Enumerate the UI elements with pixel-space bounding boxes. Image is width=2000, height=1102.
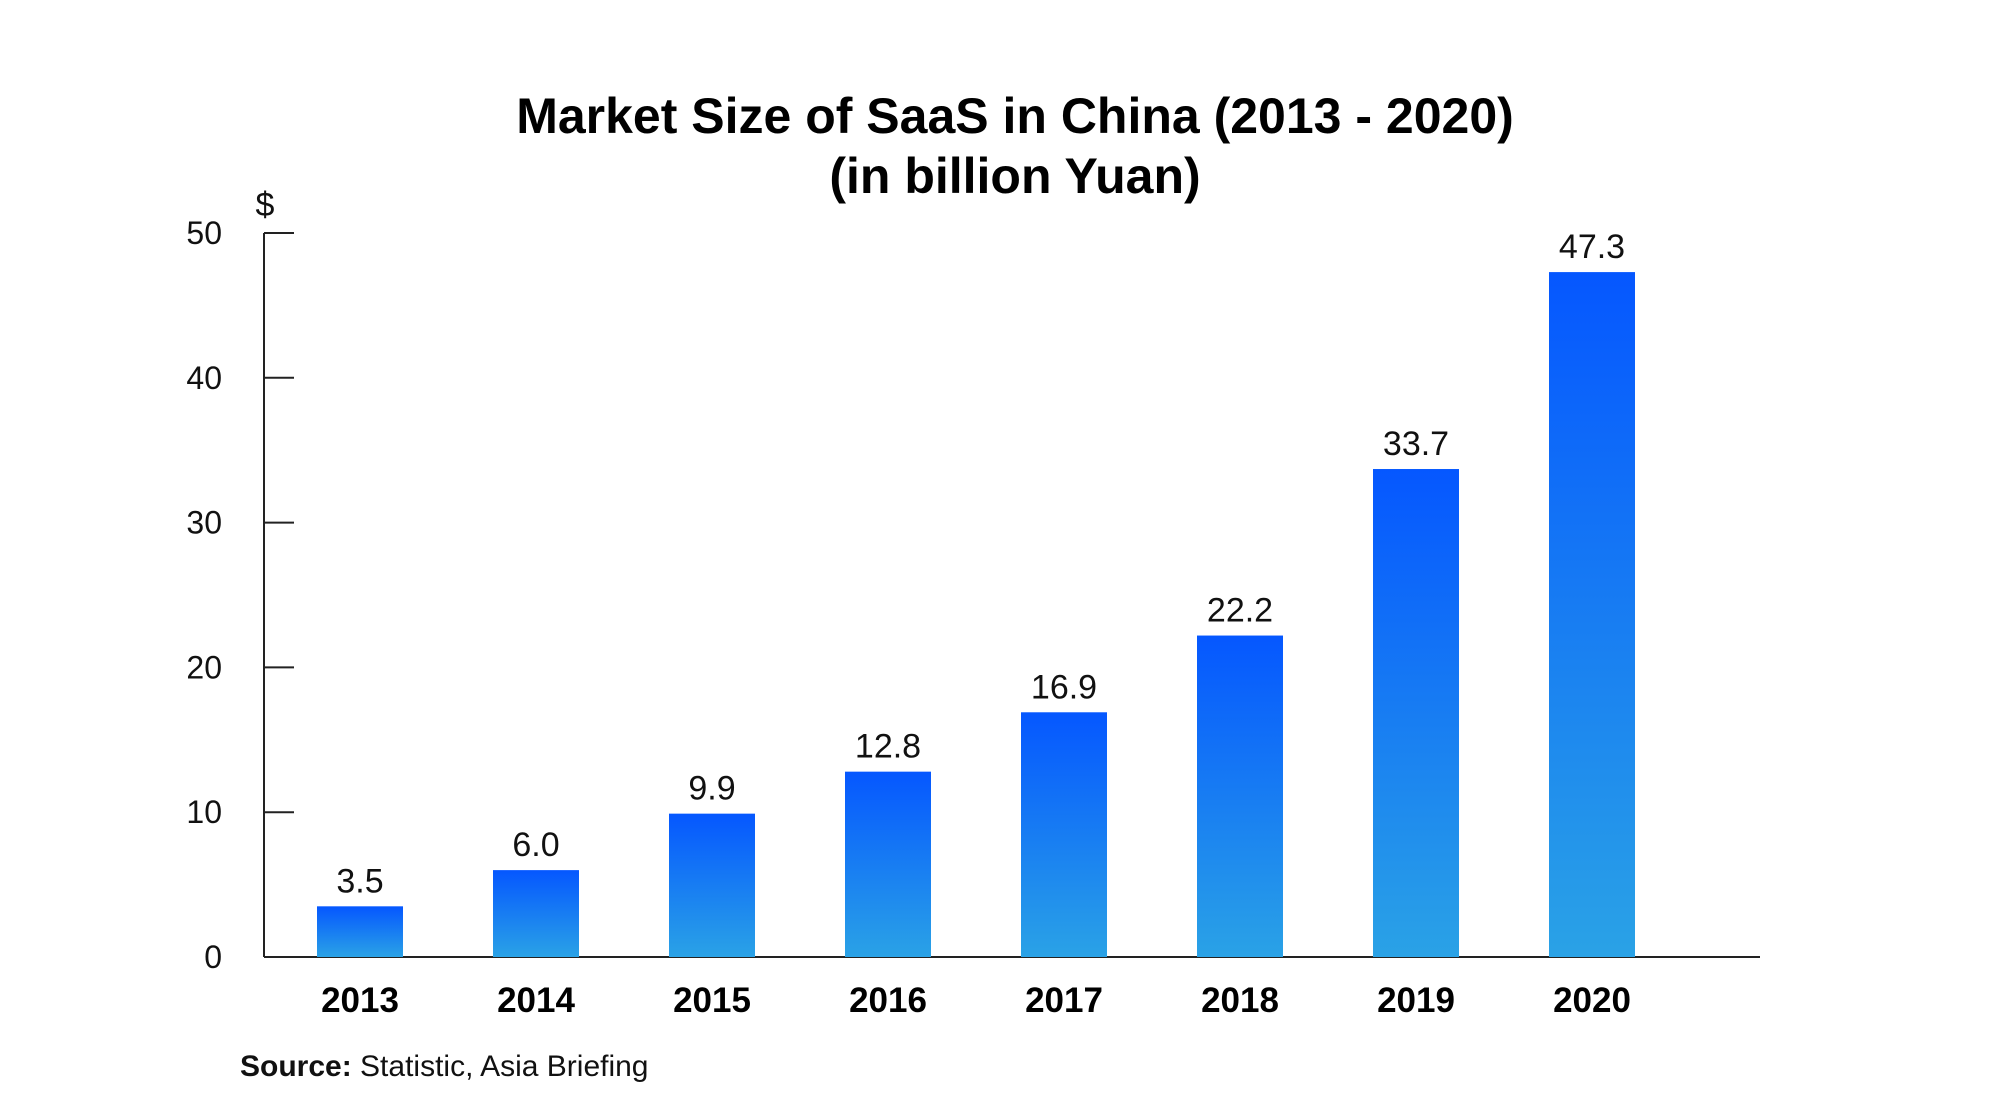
- bar: [1373, 469, 1459, 957]
- bar: [669, 813, 755, 957]
- chart-subtitle: (in billion Yuan): [829, 148, 1200, 204]
- y-tick-label: 50: [186, 215, 222, 251]
- value-labels-group: 3.5 6.0 9.9 12.8 16.9 22.2 33.7 47.3: [336, 228, 1625, 900]
- bar-value-label: 3.5: [336, 862, 383, 900]
- x-category-label: 2019: [1377, 981, 1455, 1020]
- y-tick-label: 20: [186, 649, 222, 685]
- chart-title: Market Size of SaaS in China (2013 - 202…: [516, 88, 1514, 144]
- source-note: Source: Statistic, Asia Briefing: [240, 1050, 649, 1083]
- bars-group: [317, 272, 1635, 957]
- x-category-label: 2017: [1025, 981, 1103, 1020]
- bar-value-label: 9.9: [688, 770, 735, 808]
- bar: [1549, 272, 1635, 957]
- bar-value-label: 12.8: [855, 728, 921, 766]
- bar-value-label: 22.2: [1207, 592, 1273, 630]
- bar: [1021, 712, 1107, 957]
- y-tick-label: 10: [186, 794, 222, 830]
- y-axis-unit-label: $: [256, 186, 275, 224]
- bar: [493, 870, 579, 957]
- bar: [317, 906, 403, 957]
- x-category-label: 2013: [321, 981, 399, 1020]
- source-text: Statistic, Asia Briefing: [352, 1050, 649, 1083]
- category-labels-group: 2013 2014 2015 2016 2017 2018 2019 2020: [321, 981, 1631, 1020]
- source-label: Source:: [240, 1050, 352, 1083]
- y-axis-ticks: 0 10 20 30 40 50: [186, 215, 294, 975]
- x-category-label: 2018: [1201, 981, 1279, 1020]
- x-category-label: 2020: [1553, 981, 1631, 1020]
- bar-value-label: 33.7: [1383, 425, 1449, 463]
- bar: [845, 771, 931, 957]
- bar: [1197, 635, 1283, 957]
- y-tick-label: 30: [186, 505, 222, 541]
- bar-value-label: 16.9: [1031, 668, 1097, 706]
- bar-value-label: 47.3: [1559, 228, 1625, 266]
- x-category-label: 2015: [673, 981, 751, 1020]
- x-category-label: 2014: [497, 981, 575, 1020]
- y-tick-label: 40: [186, 360, 222, 396]
- x-category-label: 2016: [849, 981, 927, 1020]
- bar-value-label: 6.0: [512, 826, 559, 864]
- y-tick-label: 0: [204, 939, 222, 975]
